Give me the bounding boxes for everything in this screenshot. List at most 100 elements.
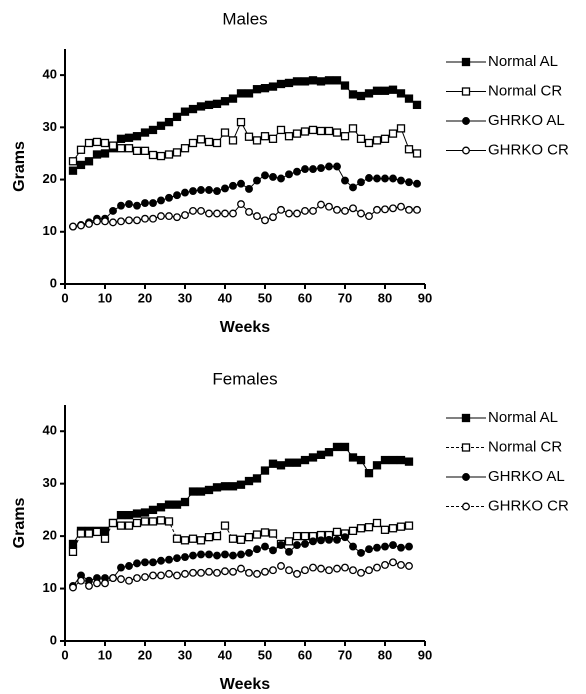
marker [116,144,126,153]
marker [140,517,150,526]
marker [196,102,206,111]
marker [301,165,309,174]
marker [196,536,206,545]
marker [133,201,141,210]
marker [405,542,413,551]
marker [413,205,421,214]
marker [229,181,237,190]
marker [461,57,471,67]
marker [85,581,93,590]
marker [164,500,174,509]
marker [461,443,471,452]
marker [325,202,333,211]
marker [117,575,125,584]
marker [164,117,174,127]
marker [462,502,470,511]
marker [85,219,93,228]
marker [228,482,238,491]
marker [413,179,421,188]
x-tick-label: 10 [98,290,112,305]
marker [68,157,78,166]
marker [220,128,230,137]
marker [269,213,277,222]
marker [300,531,310,541]
marker [381,542,389,551]
marker [268,134,278,143]
marker [221,567,229,576]
x-tick-label: 50 [258,290,272,305]
marker [253,176,261,185]
marker [140,146,150,155]
marker [252,136,262,145]
marker [100,149,110,158]
marker [317,564,325,573]
marker [68,547,78,556]
marker [340,132,350,141]
marker [244,476,254,486]
marker [197,550,205,559]
marker [164,150,174,159]
legend-label: GHRKO AL [488,468,565,485]
marker [396,455,406,465]
marker [269,566,277,575]
marker [236,480,246,489]
marker [372,86,382,95]
marker [269,546,277,555]
marker [373,174,381,183]
marker [348,526,358,536]
marker [260,132,270,141]
marker [156,503,166,512]
marker [181,211,189,220]
marker [77,221,85,230]
marker [124,510,134,520]
marker [461,87,471,96]
x-tick-label: 40 [218,647,232,662]
marker [389,541,397,549]
marker [292,531,302,541]
marker [404,457,414,466]
marker [308,453,318,462]
marker [348,453,358,462]
legend-label: GHRKO CR [488,497,569,514]
y-tick-label: 30 [43,475,57,490]
marker [308,76,318,85]
marker [380,86,390,95]
marker [220,97,230,106]
marker [348,124,358,133]
marker [125,562,133,570]
marker [244,132,254,141]
marker [213,551,221,560]
marker [84,529,94,538]
marker [124,133,134,142]
x-tick-label: 90 [418,290,432,305]
marker [284,458,294,467]
marker [316,77,326,86]
marker [364,523,374,532]
x-axis-label: Weeks [220,676,271,693]
marker [301,540,309,548]
marker [380,525,390,534]
marker [372,461,382,470]
marker [69,583,77,592]
marker [117,563,125,572]
marker [69,222,77,231]
marker [76,145,86,154]
marker [93,579,101,588]
marker [300,455,310,465]
marker [332,527,342,537]
marker [462,117,470,125]
marker [173,213,181,222]
y-tick-label: 40 [43,423,57,438]
marker [188,138,198,148]
marker [205,567,213,576]
marker [236,117,246,127]
marker [365,545,373,554]
marker [197,568,205,577]
y-tick-label: 20 [43,171,57,186]
marker [301,206,309,215]
marker [165,555,173,564]
marker [189,568,197,577]
marker [404,521,414,530]
marker [92,527,102,537]
marker [148,150,158,160]
